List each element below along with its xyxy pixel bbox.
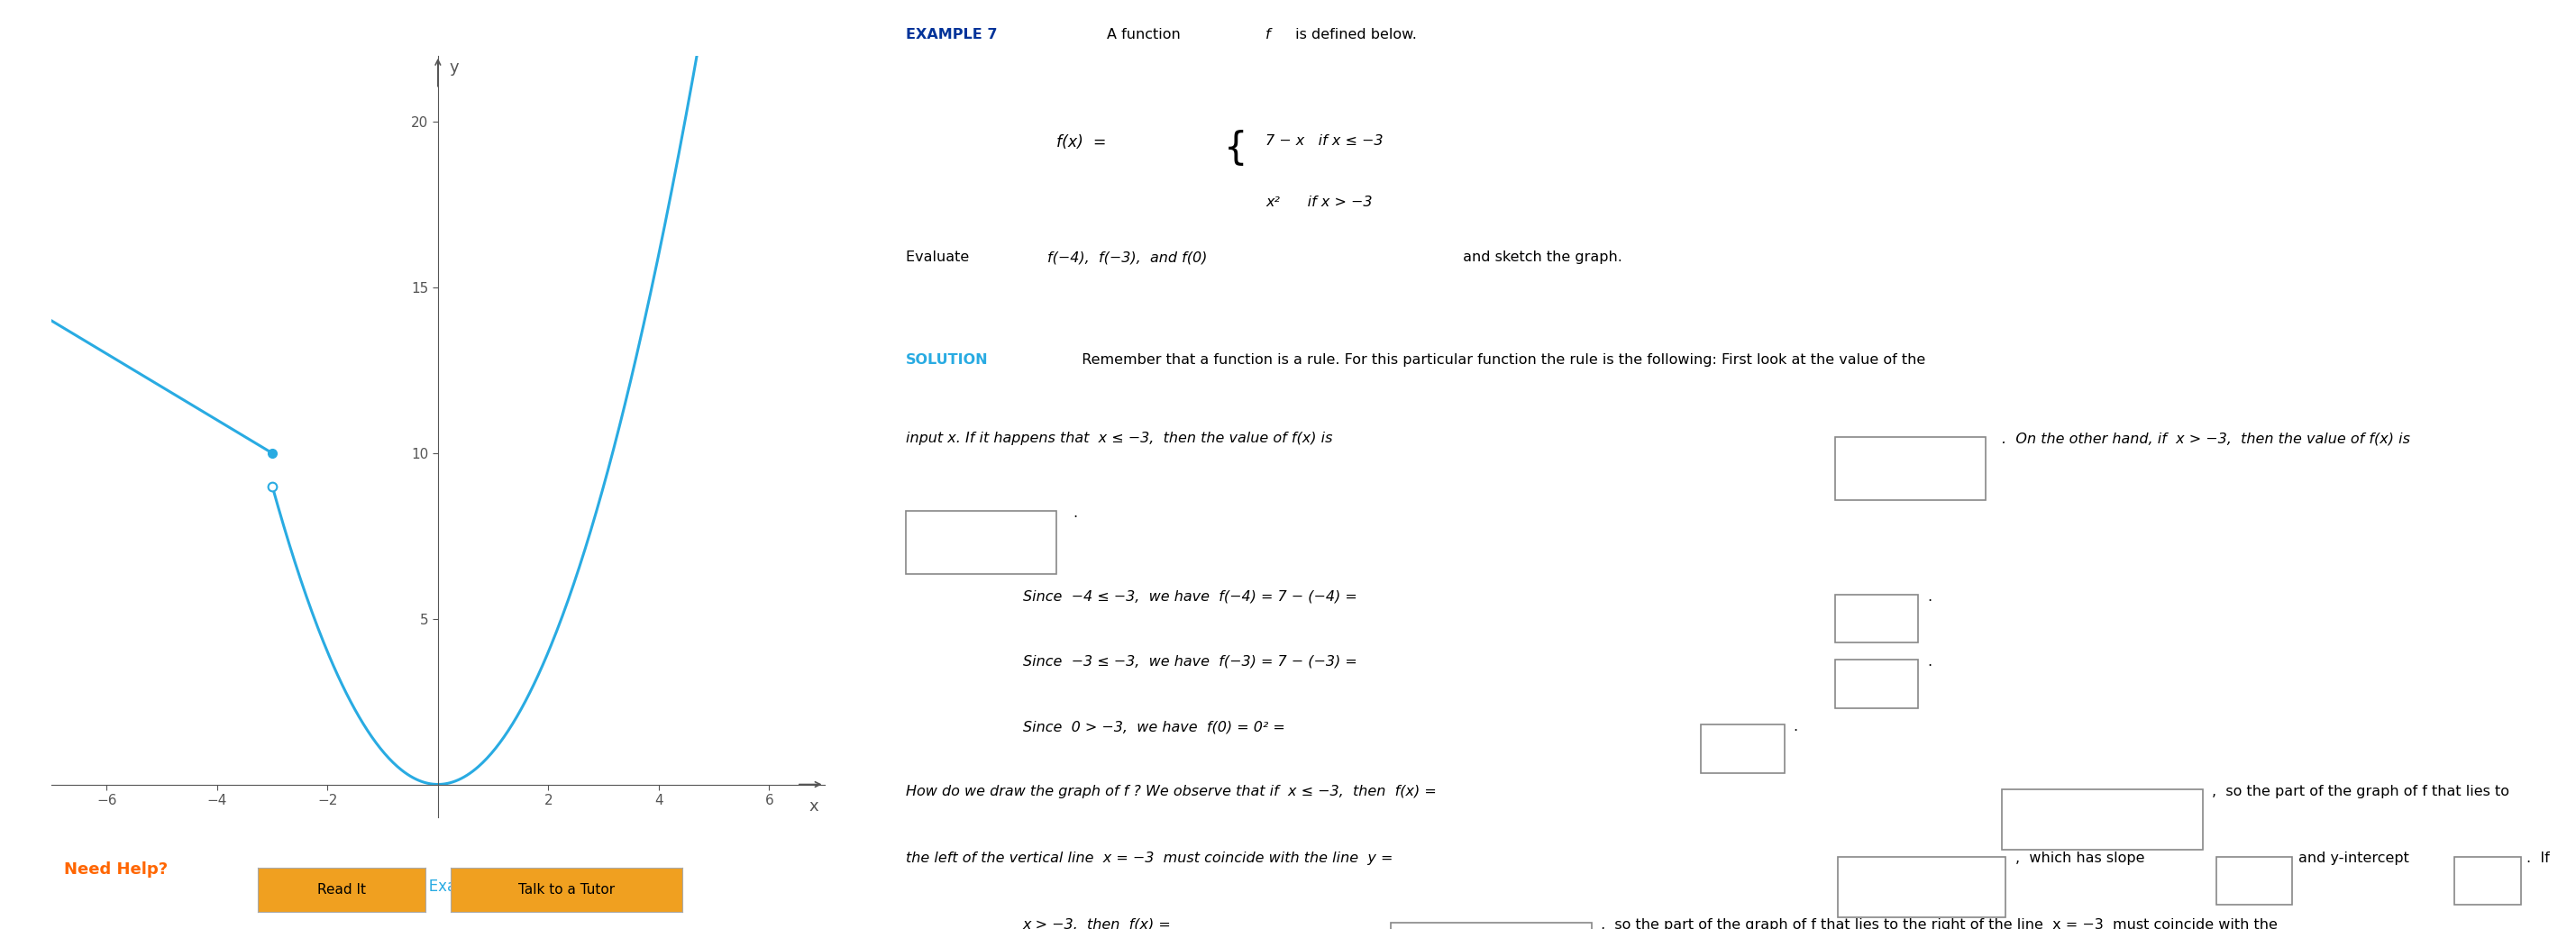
FancyBboxPatch shape xyxy=(2002,790,2202,850)
Text: f: f xyxy=(1265,28,1270,42)
Text: x: x xyxy=(809,798,819,815)
Text: f(−4),  f(−3),  and f(0): f(−4), f(−3), and f(0) xyxy=(1048,251,1208,265)
Text: the left of the vertical line  x = −3  must coincide with the line  y =: the left of the vertical line x = −3 mus… xyxy=(904,852,1394,866)
FancyBboxPatch shape xyxy=(1839,857,2007,917)
Text: .  If: . If xyxy=(2527,852,2550,866)
Text: EXAMPLE 7: EXAMPLE 7 xyxy=(904,28,997,42)
Text: .: . xyxy=(1927,590,1932,604)
Text: ,  so the part of the graph of f that lies to: , so the part of the graph of f that lie… xyxy=(2210,785,2509,799)
Text: x²      if x > −3: x² if x > −3 xyxy=(1265,195,1373,209)
Text: y: y xyxy=(451,59,459,76)
FancyBboxPatch shape xyxy=(1834,437,1986,500)
Text: Video Example: Video Example xyxy=(381,879,495,895)
Text: How do we draw the graph of f ? We observe that if  x ≤ −3,  then  f(x) =: How do we draw the graph of f ? We obser… xyxy=(904,785,1437,799)
Text: .: . xyxy=(1072,506,1077,520)
Text: .  On the other hand, if  x > −3,  then the value of f(x) is: . On the other hand, if x > −3, then the… xyxy=(2002,432,2411,446)
Text: 🔈: 🔈 xyxy=(574,879,580,891)
Text: .: . xyxy=(1793,720,1798,734)
FancyBboxPatch shape xyxy=(1834,595,1919,643)
Text: is defined below.: is defined below. xyxy=(1291,28,1417,42)
Text: ,  which has slope: , which has slope xyxy=(2014,852,2146,866)
Text: Talk to a Tutor: Talk to a Tutor xyxy=(518,883,616,896)
Text: .: . xyxy=(1927,655,1932,669)
Text: Since  −4 ≤ −3,  we have  f(−4) = 7 − (−4) =: Since −4 ≤ −3, we have f(−4) = 7 − (−4) … xyxy=(1023,590,1358,604)
Text: ,  so the part of the graph of f that lies to the right of the line  x = −3  mus: , so the part of the graph of f that lie… xyxy=(1600,918,2277,929)
Text: 7 − x   if x ≤ −3: 7 − x if x ≤ −3 xyxy=(1265,135,1383,149)
Text: Since  0 > −3,  we have  f(0) = 0² =: Since 0 > −3, we have f(0) = 0² = xyxy=(1023,720,1285,734)
FancyBboxPatch shape xyxy=(2455,857,2522,905)
FancyBboxPatch shape xyxy=(904,511,1056,574)
FancyBboxPatch shape xyxy=(1834,660,1919,708)
Text: Evaluate: Evaluate xyxy=(904,251,979,265)
Text: Read It: Read It xyxy=(317,883,366,896)
Text: Remember that a function is a rule. For this particular function the rule is the: Remember that a function is a rule. For … xyxy=(1072,353,1927,367)
Text: f(x)  =: f(x) = xyxy=(1056,135,1105,150)
Text: and sketch the graph.: and sketch the graph. xyxy=(1458,251,1623,265)
FancyBboxPatch shape xyxy=(2215,857,2293,905)
Text: Need Help?: Need Help? xyxy=(64,862,167,878)
Text: input x. If it happens that  x ≤ −3,  then the value of f(x) is: input x. If it happens that x ≤ −3, then… xyxy=(904,432,1332,446)
Text: Since  −3 ≤ −3,  we have  f(−3) = 7 − (−3) =: Since −3 ≤ −3, we have f(−3) = 7 − (−3) … xyxy=(1023,655,1358,669)
Text: and y-intercept: and y-intercept xyxy=(2298,852,2409,866)
FancyBboxPatch shape xyxy=(1700,725,1785,773)
Text: A function: A function xyxy=(1105,28,1185,42)
Text: x > −3,  then  f(x) =: x > −3, then f(x) = xyxy=(1023,918,1172,929)
Text: {: { xyxy=(1224,130,1247,168)
FancyBboxPatch shape xyxy=(1391,922,1592,929)
Text: SOLUTION: SOLUTION xyxy=(904,353,989,367)
